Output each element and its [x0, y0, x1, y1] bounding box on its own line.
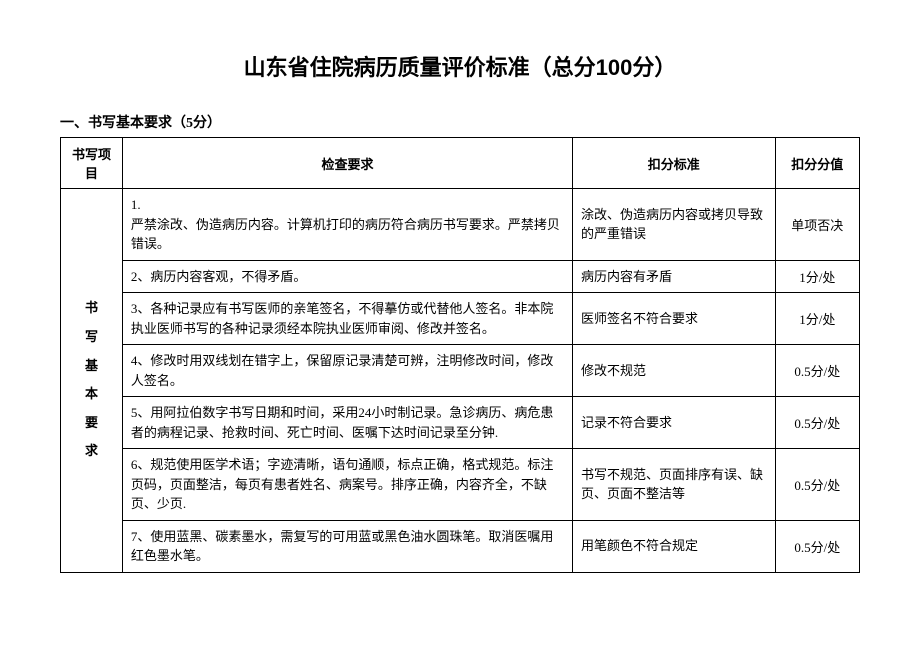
- table-row: 6、规范使用医学术语；字迹清晰，语句通顺，标点正确，格式规范。标注页码，页面整洁…: [61, 449, 860, 521]
- table-row: 书写基本要求 1.严禁涂改、伪造病历内容。计算机打印的病历符合病历书写要求。严禁…: [61, 189, 860, 261]
- score-cell: 0.5分/处: [775, 520, 859, 572]
- score-cell: 0.5分/处: [775, 449, 859, 521]
- header-standard: 扣分标准: [573, 138, 776, 189]
- score-cell: 1分/处: [775, 293, 859, 345]
- table-header-row: 书写项目 检查要求 扣分标准 扣分分值: [61, 138, 860, 189]
- score-cell: 单项否决: [775, 189, 859, 261]
- standard-cell: 医师签名不符合要求: [573, 293, 776, 345]
- section-header: 一、书写基本要求（5分）: [60, 112, 860, 132]
- score-cell: 0.5分/处: [775, 397, 859, 449]
- table-row: 4、修改时用双线划在错字上，保留原记录清楚可辨，注明修改时间，修改人签名。 修改…: [61, 345, 860, 397]
- header-score: 扣分分值: [775, 138, 859, 189]
- standard-cell: 修改不规范: [573, 345, 776, 397]
- table-row: 2、病历内容客观，不得矛盾。 病历内容有矛盾 1分/处: [61, 260, 860, 293]
- score-cell: 0.5分/处: [775, 345, 859, 397]
- standard-cell: 书写不规范、页面排序有误、缺页、页面不整洁等: [573, 449, 776, 521]
- standard-cell: 记录不符合要求: [573, 397, 776, 449]
- score-cell: 1分/处: [775, 260, 859, 293]
- requirement-cell: 6、规范使用医学术语；字迹清晰，语句通顺，标点正确，格式规范。标注页码，页面整洁…: [122, 449, 572, 521]
- standard-cell: 病历内容有矛盾: [573, 260, 776, 293]
- table-row: 5、用阿拉伯数字书写日期和时间，采用24小时制记录。急诊病历、病危患者的病程记录…: [61, 397, 860, 449]
- requirement-cell: 3、各种记录应有书写医师的亲笔签名，不得摹仿或代替他人签名。非本院执业医师书写的…: [122, 293, 572, 345]
- table-row: 7、使用蓝黑、碳素墨水，需复写的可用蓝或黑色油水圆珠笔。取消医嘱用红色墨水笔。 …: [61, 520, 860, 572]
- standard-cell: 用笔颜色不符合规定: [573, 520, 776, 572]
- header-requirement: 检查要求: [122, 138, 572, 189]
- requirement-cell: 7、使用蓝黑、碳素墨水，需复写的可用蓝或黑色油水圆珠笔。取消医嘱用红色墨水笔。: [122, 520, 572, 572]
- requirement-cell: 1.严禁涂改、伪造病历内容。计算机打印的病历符合病历书写要求。严禁拷贝错误。: [122, 189, 572, 261]
- row-category-label: 书写基本要求: [61, 189, 123, 573]
- header-item: 书写项目: [61, 138, 123, 189]
- requirement-cell: 2、病历内容客观，不得矛盾。: [122, 260, 572, 293]
- requirement-cell: 4、修改时用双线划在错字上，保留原记录清楚可辨，注明修改时间，修改人签名。: [122, 345, 572, 397]
- document-title: 山东省住院病历质量评价标准（总分100分）: [60, 50, 860, 82]
- table-row: 3、各种记录应有书写医师的亲笔签名，不得摹仿或代替他人签名。非本院执业医师书写的…: [61, 293, 860, 345]
- evaluation-table: 书写项目 检查要求 扣分标准 扣分分值 书写基本要求 1.严禁涂改、伪造病历内容…: [60, 137, 860, 573]
- requirement-cell: 5、用阿拉伯数字书写日期和时间，采用24小时制记录。急诊病历、病危患者的病程记录…: [122, 397, 572, 449]
- standard-cell: 涂改、伪造病历内容或拷贝导致的严重错误: [573, 189, 776, 261]
